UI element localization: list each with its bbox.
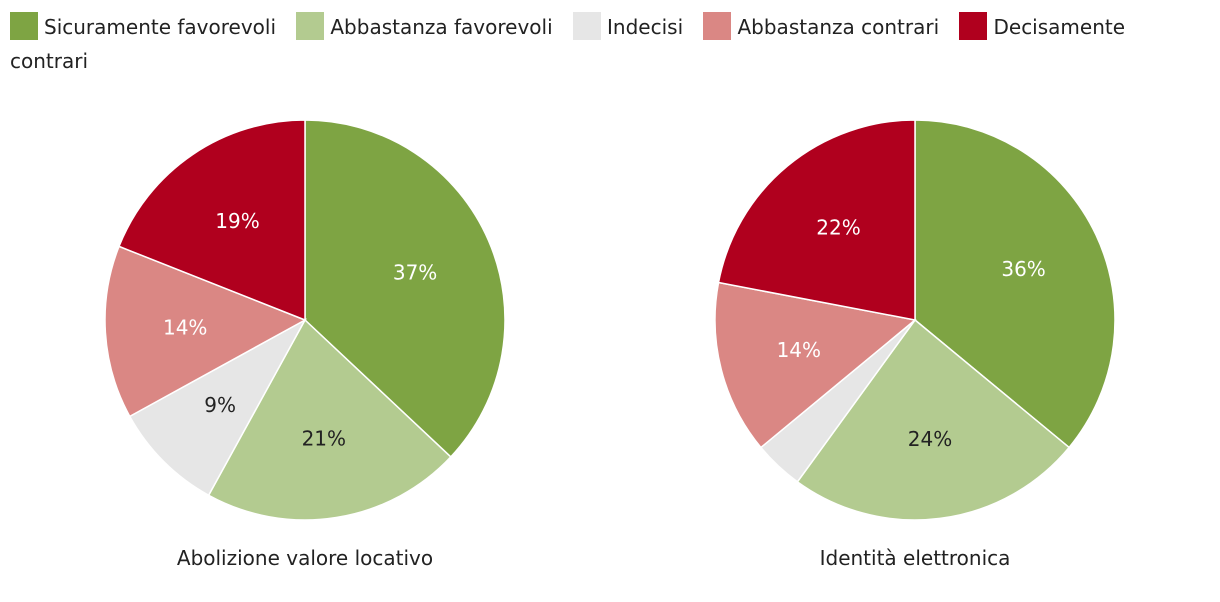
chart-legend: Sicuramente favorevoli Abbastanza favore… (10, 10, 1210, 78)
data-label-decisamente-contrari: 19% (215, 209, 259, 233)
legend-label: Abbastanza favorevoli (330, 15, 553, 39)
legend-swatch (573, 12, 602, 40)
data-label-decisamente-contrari: 22% (816, 216, 860, 240)
pie-slice-indecisi (128, 318, 307, 497)
pie-slice-sicuramente-favorevoli (304, 119, 506, 458)
legend-swatch (10, 12, 38, 40)
pie-slice-sicuramente-favorevoli (914, 119, 1116, 449)
data-label-abbastanza-favorevoli: 21% (302, 427, 346, 451)
pie-slice-abbastanza-favorevoli (796, 318, 1071, 521)
data-label-abbastanza-contrari: 14% (163, 316, 207, 340)
legend-swatch (296, 12, 325, 40)
pie-slice-abbastanza-contrari (104, 245, 307, 418)
data-label-sicuramente-favorevoli: 36% (1001, 257, 1045, 281)
legend-item-abbastanza-favorevoli: Abbastanza favorevoli (296, 12, 553, 40)
pie-chart-abolizione-valore-locativo: 37% 21% 9% 14% 19% (104, 119, 506, 521)
pie-slice-decisamente-contrari (717, 119, 916, 321)
pie-slice-abbastanza-contrari (714, 281, 917, 449)
data-label-indecisi: 9% (204, 393, 236, 417)
data-label-abbastanza-favorevoli: 24% (908, 427, 952, 451)
chart-title-abolizione-valore-locativo: Abolizione valore locativo (177, 546, 433, 570)
chart-title-identita-elettronica: Identità elettronica (820, 546, 1011, 570)
legend-label: Abbastanza contrari (737, 15, 940, 39)
data-label-abbastanza-contrari: 14% (777, 338, 821, 362)
data-label-sicuramente-favorevoli: 37% (393, 260, 437, 284)
legend-swatch (703, 12, 732, 40)
legend-swatch (959, 12, 988, 40)
legend-item-indecisi: Indecisi (573, 12, 684, 40)
pie-chart-identita-elettronica: 36% 24% 14% 22% (714, 119, 1116, 521)
legend-item-sicuramente-favorevoli: Sicuramente favorevoli (10, 12, 277, 40)
legend-item-decisamente-contrari: Decisamente contrari (10, 12, 1126, 73)
pie-slice-decisamente-contrari (118, 119, 306, 322)
legend-label: Decisamente contrari (10, 15, 1126, 73)
legend-label: Sicuramente favorevoli (44, 15, 277, 39)
legend-item-abbastanza-contrari: Abbastanza contrari (703, 12, 940, 40)
legend-label: Indecisi (607, 15, 684, 39)
pie-slice-abbastanza-favorevoli (207, 318, 452, 521)
